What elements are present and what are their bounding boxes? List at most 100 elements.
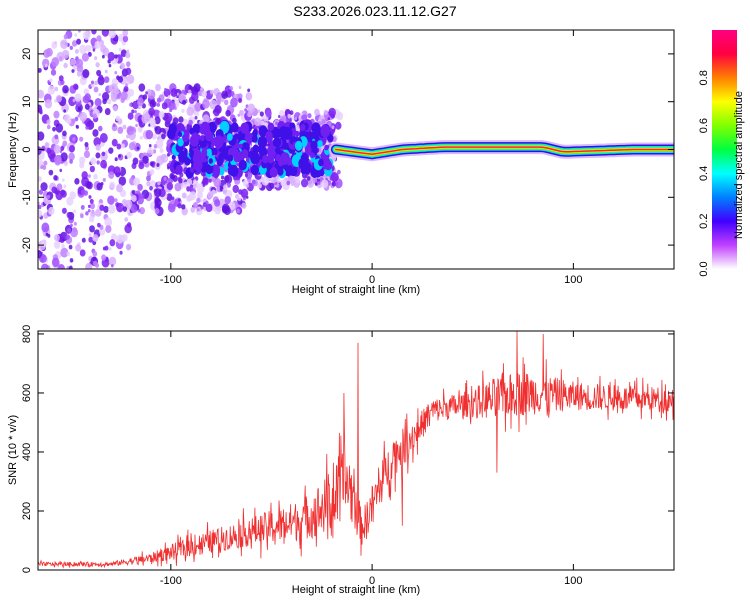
- spectrogram-blob: [55, 123, 64, 133]
- spectrogram-blob: [128, 212, 131, 216]
- spectrogram-blob: [63, 109, 67, 113]
- spectrogram-blob: [233, 153, 241, 163]
- spectrogram-blob: [117, 33, 125, 42]
- spectrogram-blob: [84, 117, 92, 127]
- spectrogram-blob: [287, 164, 293, 172]
- spectrogram-blob: [244, 108, 248, 112]
- spectrogram-blob: [251, 179, 256, 185]
- spectrogram-blob: [241, 149, 249, 159]
- spectrogram-blob: [100, 182, 104, 186]
- spectrogram-blob: [146, 181, 151, 187]
- spectrogram-blob: [213, 109, 220, 117]
- spectrogram-blob: [136, 146, 140, 150]
- spectrogram-blob: [66, 251, 71, 257]
- snr-x-tick-label: 0: [369, 575, 375, 587]
- spectrogram-blob: [250, 151, 261, 165]
- spectrogram-blob: [52, 126, 56, 132]
- spectrogram-blob: [38, 250, 41, 254]
- spectrogram-blob: [167, 128, 176, 140]
- spectrogram-blob: [46, 194, 51, 199]
- spectrogram-blob: [265, 130, 273, 141]
- spectrogram-blob: [43, 160, 48, 166]
- spectrogram-blob: [51, 186, 57, 194]
- spectrogram-blob: [79, 136, 84, 142]
- spectrogram-blob: [103, 76, 110, 83]
- spectrogram-blob: [227, 154, 234, 162]
- spectrogram-blob: [70, 58, 77, 66]
- spectrogram-blob: [257, 182, 262, 189]
- spectrogram-blob: [110, 264, 114, 268]
- spectrogram-blob: [38, 161, 42, 167]
- spectrogram-blob: [214, 199, 221, 207]
- spectrogram-blob: [69, 45, 73, 50]
- spectrogram-blob: [51, 257, 60, 268]
- spectrogram-blob: [154, 125, 162, 135]
- spectrogram-blob: [300, 178, 309, 188]
- spectrogram-y-tick-label: 0: [21, 146, 33, 152]
- spectrogram-blob: [81, 189, 86, 195]
- spectrogram-blob: [65, 234, 70, 240]
- spectrogram-blob: [228, 201, 236, 211]
- spectrogram-blob: [251, 135, 258, 143]
- spectrogram-blob: [177, 138, 184, 147]
- spectrogram-blob: [189, 184, 194, 189]
- spectrogram-blob: [149, 99, 157, 108]
- spectrogram-blob: [126, 151, 132, 159]
- spectrogram-blob: [247, 103, 256, 114]
- spectrogram-blob: [230, 97, 238, 108]
- spectrogram-blob: [88, 236, 94, 243]
- spectrogram-blob: [307, 113, 312, 119]
- spectrogram-blob: [117, 126, 124, 134]
- snr-y-tick-label: 0: [21, 567, 33, 573]
- spectrogram-blob: [105, 150, 109, 154]
- spectrogram-blob: [88, 195, 92, 199]
- spectrogram-blob: [242, 143, 249, 152]
- snr-x-title: Height of straight line (km): [292, 584, 420, 596]
- spectrogram-blob: [62, 85, 69, 94]
- spectrogram-blob: [182, 118, 189, 127]
- spectrogram-blob: [85, 211, 89, 216]
- spectrogram-blob: [190, 206, 196, 213]
- spectrogram-blob: [336, 111, 344, 121]
- spectrogram-blob: [72, 227, 77, 233]
- spectrogram-blob: [224, 174, 233, 185]
- spectrogram-blob: [48, 169, 54, 176]
- spectrogram-blob: [223, 184, 228, 191]
- snr-frame: [37, 330, 675, 571]
- spectrogram-blob: [202, 177, 209, 186]
- spectrogram-blob: [59, 168, 63, 173]
- spectrogram-blob: [155, 83, 161, 92]
- colorbar-tick-label: 0.4: [698, 166, 710, 181]
- spectrogram-blob: [215, 117, 221, 125]
- spectrogram-blob: [153, 144, 158, 149]
- spectrogram-blob: [156, 102, 160, 107]
- spectrogram-blob: [181, 204, 186, 210]
- spectrogram-blob: [97, 222, 101, 228]
- spectrogram-blob: [54, 134, 59, 140]
- spectrogram-blob: [138, 161, 145, 170]
- spectrogram-blob: [41, 222, 50, 233]
- spectrogram-blob: [192, 183, 197, 189]
- spectrogram-blob: [88, 232, 92, 237]
- spectrogram-blob: [245, 92, 253, 101]
- spectrogram-blob: [196, 197, 201, 204]
- spectrogram-blob: [126, 125, 135, 136]
- spectrogram-blob: [131, 190, 135, 195]
- spectrogram-blob: [73, 221, 77, 226]
- spectrogram-blob: [61, 41, 64, 45]
- spectrogram-blob: [170, 200, 175, 205]
- spectrogram-blob: [71, 40, 78, 47]
- spectrogram-blob: [225, 109, 231, 117]
- spectrogram-blob: [74, 93, 82, 102]
- spectrogram-blob: [245, 183, 249, 188]
- spectrogram-blob: [186, 186, 191, 192]
- spectrogram-blob: [101, 151, 106, 157]
- spectrogram-blob: [61, 178, 65, 182]
- spectrogram-blob: [38, 176, 43, 182]
- spectrogram-blob: [90, 80, 95, 85]
- spectrogram-blob: [138, 83, 146, 92]
- spectrogram-blob: [63, 62, 68, 69]
- spectrogram-blob: [38, 189, 44, 195]
- spectrogram-blob: [76, 71, 82, 77]
- spectrogram-blob: [186, 106, 194, 117]
